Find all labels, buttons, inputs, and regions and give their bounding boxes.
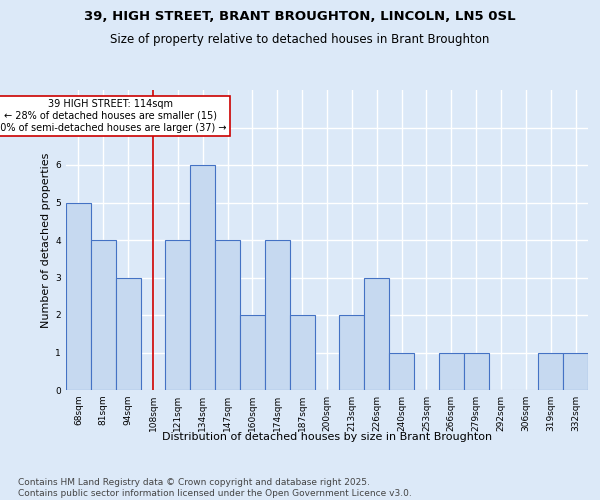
Text: 39 HIGH STREET: 114sqm
← 28% of detached houses are smaller (15)
70% of semi-det: 39 HIGH STREET: 114sqm ← 28% of detached… — [0, 100, 227, 132]
Bar — [389, 352, 414, 390]
Bar — [116, 278, 140, 390]
Bar — [265, 240, 290, 390]
Bar — [166, 240, 190, 390]
Text: 39, HIGH STREET, BRANT BROUGHTON, LINCOLN, LN5 0SL: 39, HIGH STREET, BRANT BROUGHTON, LINCOL… — [84, 10, 516, 23]
Bar — [240, 315, 265, 390]
Bar — [91, 240, 116, 390]
Bar — [215, 240, 240, 390]
Text: Contains HM Land Registry data © Crown copyright and database right 2025.
Contai: Contains HM Land Registry data © Crown c… — [18, 478, 412, 498]
Text: Size of property relative to detached houses in Brant Broughton: Size of property relative to detached ho… — [110, 32, 490, 46]
Bar — [464, 352, 488, 390]
Bar — [538, 352, 563, 390]
Bar — [439, 352, 464, 390]
Bar — [190, 165, 215, 390]
Bar — [290, 315, 314, 390]
Bar — [563, 352, 588, 390]
Bar — [66, 202, 91, 390]
Bar — [364, 278, 389, 390]
Bar — [340, 315, 364, 390]
Y-axis label: Number of detached properties: Number of detached properties — [41, 152, 51, 328]
Text: Distribution of detached houses by size in Brant Broughton: Distribution of detached houses by size … — [162, 432, 492, 442]
